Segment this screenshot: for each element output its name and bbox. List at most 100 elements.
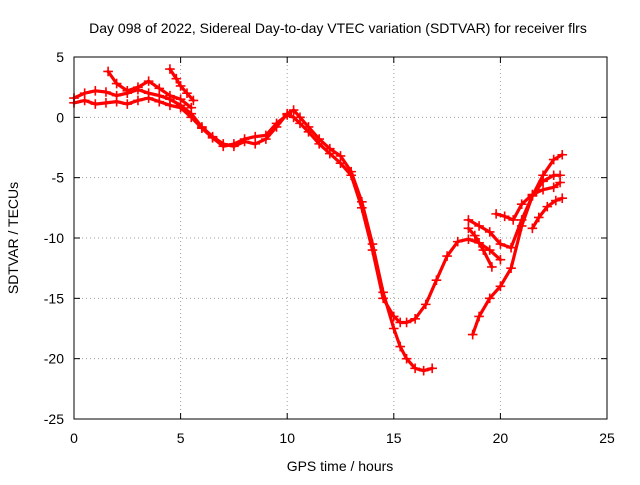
y-tick-label: -15	[44, 290, 64, 306]
data-point-marker	[303, 127, 314, 137]
data-point-marker	[467, 329, 478, 340]
data-point-marker	[250, 131, 261, 142]
data-point-marker	[463, 234, 474, 245]
data-point-marker	[389, 323, 399, 334]
data-point-marker	[175, 94, 186, 105]
data-point-marker	[175, 81, 186, 91]
series-track-8	[527, 193, 568, 234]
y-tick-label: -5	[52, 170, 65, 186]
data-point-marker	[516, 221, 527, 231]
data-point-marker	[499, 211, 510, 222]
data-point-marker	[474, 221, 484, 231]
x-tick-label: 10	[279, 430, 295, 446]
data-point-marker	[527, 223, 538, 234]
y-tick-label: -25	[44, 411, 64, 427]
data-point-marker	[122, 99, 133, 109]
data-point-marker	[378, 293, 388, 304]
data-point-marker	[487, 262, 497, 272]
data-point-marker	[101, 98, 111, 108]
data-point-marker	[551, 195, 561, 206]
data-point-marker	[101, 87, 111, 97]
data-point-marker	[516, 199, 527, 210]
data-point-marker	[470, 230, 480, 241]
data-point-marker	[165, 100, 175, 111]
data-point-marker	[133, 95, 143, 106]
data-point-marker	[90, 99, 101, 109]
data-point-marker	[133, 82, 143, 92]
series-line	[466, 173, 562, 250]
data-point-marker	[154, 96, 165, 107]
x-tick-label: 5	[177, 430, 185, 446]
data-point-marker	[165, 64, 175, 74]
data-point-marker	[495, 254, 506, 265]
data-point-marker	[389, 311, 399, 322]
data-point-marker	[538, 184, 548, 195]
data-point-marker	[557, 193, 568, 203]
data-point-marker	[484, 293, 495, 304]
data-point-marker	[548, 182, 559, 193]
data-point-marker	[111, 78, 122, 89]
series-track-3	[103, 66, 197, 113]
data-point-marker	[288, 112, 299, 123]
data-point-marker	[506, 242, 516, 253]
data-point-marker	[427, 363, 437, 374]
y-axis-label: SDTVAR / TECUs	[5, 182, 21, 294]
data-point-marker	[182, 88, 192, 98]
data-point-marker	[548, 154, 559, 165]
data-point-marker	[431, 275, 442, 286]
data-point-marker	[154, 83, 165, 94]
data-point-marker	[111, 96, 122, 107]
data-point-marker	[143, 93, 154, 103]
data-point-marker	[401, 353, 412, 364]
data-point-marker	[463, 215, 474, 225]
data-point-marker	[495, 281, 506, 292]
data-point-marker	[239, 134, 250, 144]
data-point-marker	[508, 215, 518, 225]
data-point-marker	[325, 148, 335, 159]
data-point-marker	[410, 363, 420, 374]
data-point-marker	[491, 209, 501, 219]
data-point-marker	[186, 102, 197, 113]
data-point-marker	[271, 118, 282, 129]
x-tick-label: 15	[386, 430, 402, 446]
x-tick-label: 25	[599, 430, 615, 446]
data-point-marker	[335, 158, 346, 168]
data-point-marker	[165, 90, 175, 101]
data-point-marker	[175, 102, 186, 113]
y-tick-label: -10	[44, 230, 64, 246]
y-tick-label: 5	[56, 49, 64, 65]
data-point-marker	[171, 73, 182, 84]
data-point-marker	[367, 245, 378, 255]
data-point-marker	[186, 112, 197, 123]
series-track-7	[491, 177, 565, 225]
series-line	[471, 153, 564, 337]
data-point-marker	[103, 66, 113, 77]
data-point-marker	[452, 236, 463, 247]
data-point-marker	[261, 130, 271, 141]
data-point-marker	[143, 76, 154, 86]
data-point-marker	[463, 223, 474, 234]
data-point-marker	[282, 110, 292, 120]
data-point-marker	[506, 263, 516, 273]
series-track-2	[69, 93, 506, 328]
axis-ticks: 0 5 10 15 20 25 -25 -20 -15 -10 -5 0 5	[44, 49, 615, 446]
data-point-marker	[218, 141, 229, 152]
data-point-marker	[207, 133, 218, 143]
data-point-marker	[478, 245, 489, 255]
data-point-marker	[442, 251, 452, 261]
data-point-marker	[188, 95, 199, 106]
data-point-marker	[555, 177, 565, 188]
data-point-marker	[122, 85, 133, 96]
data-point-marker	[229, 139, 239, 149]
data-point-marker	[495, 239, 506, 249]
x-tick-label: 20	[493, 430, 509, 446]
data-point-marker	[418, 365, 429, 376]
data-point-marker	[474, 311, 484, 322]
data-point-marker	[357, 203, 367, 213]
data-point-marker	[527, 189, 538, 200]
chart-title: Day 098 of 2022, Sidereal Day-to-day VTE…	[89, 20, 587, 36]
y-tick-label: 0	[56, 109, 64, 125]
